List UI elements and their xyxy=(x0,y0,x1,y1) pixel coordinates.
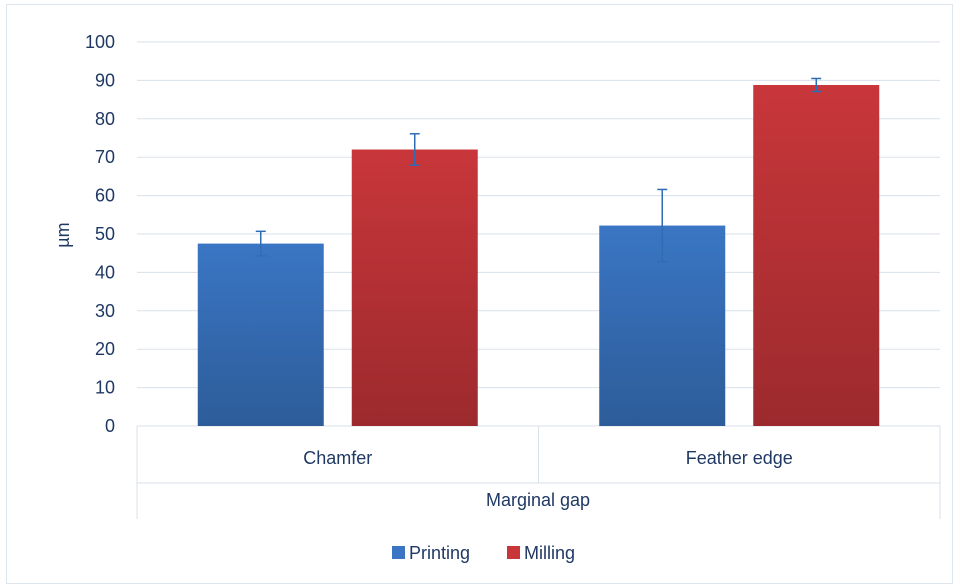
y-tick-label: 90 xyxy=(95,70,115,90)
legend-item-milling: Milling xyxy=(507,543,575,563)
legend-item-printing: Printing xyxy=(392,543,470,563)
y-tick-label: 60 xyxy=(95,186,115,206)
legend: Printing Milling xyxy=(392,543,575,563)
category-label: Feather edge xyxy=(686,448,793,468)
error-bars xyxy=(255,77,822,263)
y-tick-label: 70 xyxy=(95,147,115,167)
legend-swatch xyxy=(507,546,520,559)
legend-swatch xyxy=(392,546,405,559)
bar-chart: 0 10 20 30 40 50 60 70 80 90 100 Chamfer Feather ed… xyxy=(53,32,941,563)
legend-label: Milling xyxy=(524,543,575,563)
y-axis-ticks: 0 10 20 30 40 50 60 70 80 90 100 xyxy=(85,32,115,436)
bar-printing-chamfer xyxy=(197,243,324,426)
y-tick-label: 20 xyxy=(95,339,115,359)
y-axis-title: µm xyxy=(53,222,73,247)
y-tick-label: 0 xyxy=(105,416,115,436)
legend-label: Printing xyxy=(409,543,470,563)
y-tick-label: 100 xyxy=(85,32,115,52)
y-tick-label: 30 xyxy=(95,301,115,321)
group-axis-label: Marginal gap xyxy=(486,490,590,510)
error-bar xyxy=(811,77,822,93)
bars xyxy=(197,85,880,427)
error-bar xyxy=(255,230,266,257)
chart-frame: 0 10 20 30 40 50 60 70 80 90 100 Chamfer Feather ed… xyxy=(6,4,953,584)
error-bar xyxy=(657,188,668,263)
bar-milling-chamfer xyxy=(351,149,478,426)
category-labels: Chamfer Feather edge xyxy=(303,448,793,468)
y-tick-label: 80 xyxy=(95,109,115,129)
y-tick-label: 40 xyxy=(95,262,115,282)
bar-milling-feather-edge xyxy=(753,85,880,427)
y-tick-label: 50 xyxy=(95,224,115,244)
error-bar xyxy=(409,133,420,167)
category-label: Chamfer xyxy=(303,448,372,468)
y-tick-label: 10 xyxy=(95,378,115,398)
